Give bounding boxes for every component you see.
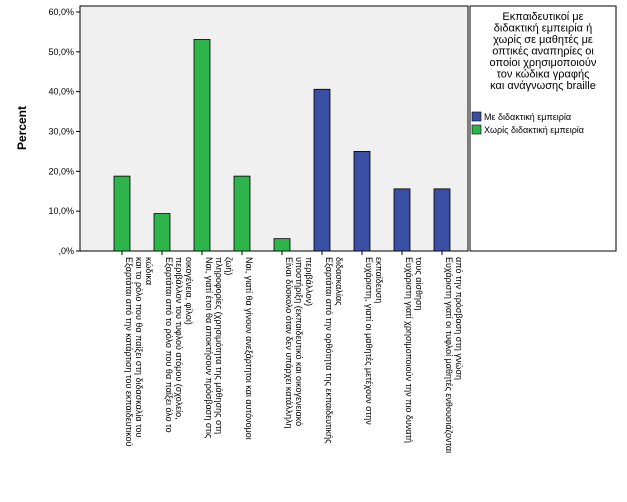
x-tick-label-line: κώδικα (144, 257, 154, 285)
x-tick-label-line: διδασκαλίας (334, 257, 344, 306)
y-axis: ,0% 10,0% 20,0% 30,0% 40,0% 50,0% 60,0% (48, 7, 80, 256)
bar (273, 238, 291, 252)
x-tick-label-line: οικογένεια, φίλοι) (184, 257, 194, 325)
x-tick-label-line: τους αίσθηση (414, 257, 424, 311)
x-tick-label: Ευχάριστη, γιατί οι μαθητές μετέχουν στη… (364, 257, 384, 425)
x-tick-label: Εξαρτάται από το ρόλο που θα παίξει όλο … (164, 257, 194, 433)
x-tick-label-line: Ναι, γιατί θα γίνουν ανεξάρτητοι και αυτ… (244, 257, 254, 440)
legend-entry: Χωρίς διδακτική εμπειρία (484, 125, 584, 135)
x-tick-label: Εξαρτάται από την ορθότητα της εκπαιδευτ… (324, 257, 344, 444)
x-tick-label-line: περιβάλλον του τυφλού ατόμου (σχολείο, (174, 257, 184, 420)
x-tick-label-line: πληροφορίες (χρησιμότητα της μάθησης στη (214, 257, 224, 434)
x-tick-label-line: εκπαίδευση (374, 257, 384, 303)
y-tick-label: 10,0% (48, 206, 74, 216)
y-axis-label: Percent (15, 106, 29, 150)
y-tick-label: 20,0% (48, 166, 74, 176)
y-tick-label: 40,0% (48, 87, 74, 97)
x-tick-label-line: και το ρόλο που θα παίξει στη διδασκαλία… (134, 257, 144, 438)
bar (433, 188, 451, 252)
x-tick-label-line: Εξαρτάται από την ορθότητα της εκπαιδευτ… (324, 257, 334, 444)
bar (313, 88, 331, 252)
x-axis-labels: Εξαρτάται από την κατάρτιση του εκπαιδευ… (121, 251, 464, 453)
y-tick-label: 30,0% (48, 127, 74, 137)
x-tick-label: Ναι, γιατί θα γίνουν ανεξάρτητοι και αυτ… (244, 257, 254, 440)
legend-title-line: διδακτική εμπειρία ή (494, 23, 592, 35)
x-tick-label-line: Ευχάριστη, γιατί οι μαθητές μετέχουν στη… (364, 257, 374, 425)
x-tick-label-line: Είναι δύσκολο όταν δεν υπάρχει κατάλληλη (284, 257, 294, 429)
bar (233, 175, 251, 252)
legend-box (469, 5, 617, 252)
x-tick-label-line: ζωή) (224, 257, 234, 275)
legend-swatch (471, 124, 482, 135)
y-tick-label: ,0% (58, 246, 74, 256)
legend-title-line: Εκπαιδευτικοί με (502, 11, 583, 23)
x-tick-label: Είναι δύσκολο όταν δεν υπάρχει κατάλληλη… (284, 257, 314, 429)
x-tick-label: Εξαρτάται από την κατάρτιση του εκπαιδευ… (124, 257, 154, 447)
legend-swatch (471, 111, 482, 122)
x-tick-label-line: Ευχάριστη γιατί χρησιμοποιούν την πιο δυ… (404, 257, 414, 443)
legend-title-line: χωρίς σε μαθητές με (493, 34, 593, 46)
x-tick-label-line: Ναι, γιατί έτσι θα αποκτήσουν πρόσβαση σ… (204, 257, 214, 439)
bar (393, 188, 411, 252)
x-tick-label-line: Εξαρτάται από την κατάρτιση του εκπαιδευ… (124, 257, 134, 447)
legend: Με διδακτική εμπειρία Χωρίς διδακτική εμπ… (471, 111, 584, 135)
x-tick-label: Ευχάριστη γιατί οι τυφλοί μαθητές ενθουσ… (444, 257, 464, 453)
bars (113, 39, 451, 252)
x-tick-label: Ευχάριστη γιατί χρησιμοποιούν την πιο δυ… (404, 257, 424, 443)
y-tick-label: 60,0% (48, 7, 74, 17)
legend-title-line: και ανάγνωσης braille (490, 80, 596, 92)
bar (353, 151, 371, 252)
legend-title-line: οποίοι χρησιμοποιούν (490, 57, 597, 69)
legend-entry: Με διδακτική εμπειρία (484, 112, 571, 122)
y-tick-label: 50,0% (48, 47, 74, 57)
x-tick-label-line: υποστήριξη (εκπαιδευτικό και οικογενειακ… (294, 257, 304, 426)
x-tick-label-line: περιβάλλον) (304, 257, 314, 306)
x-tick-label-line: Ευχάριστη γιατί οι τυφλοί μαθητές ενθουσ… (444, 257, 454, 453)
x-tick-label-line: από την πρόσβαση στη γνώση (454, 257, 464, 380)
bar (113, 175, 131, 252)
legend-title-line: οπτικές αναπηρίες οι (492, 46, 594, 58)
legend-title-line: τον κώδικα γραφής (497, 69, 590, 81)
bar (193, 39, 211, 252)
x-tick-label-line: Εξαρτάται από το ρόλο που θα παίξει όλο … (164, 257, 174, 433)
x-tick-label: Ναι, γιατί έτσι θα αποκτήσουν πρόσβαση σ… (204, 257, 234, 439)
bar (153, 213, 171, 252)
